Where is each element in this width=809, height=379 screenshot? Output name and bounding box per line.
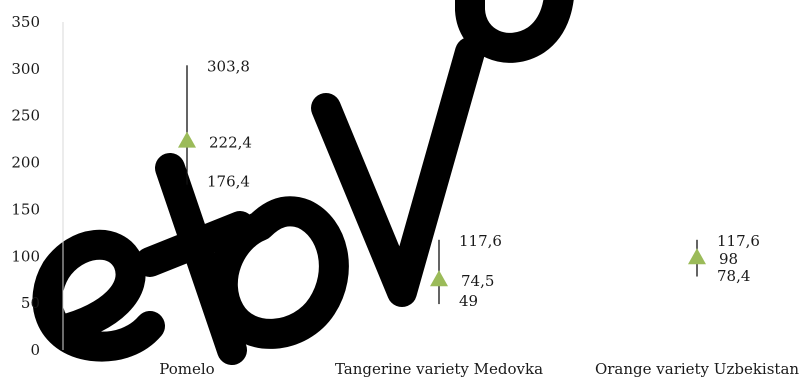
low-value-label: 78,4 (717, 267, 750, 285)
triangle-marker (688, 248, 706, 265)
mean-value-label: 98 (719, 250, 738, 268)
low-value-label: 176,4 (207, 173, 250, 191)
y-tick-label: 150 (11, 200, 40, 218)
high-value-label: 117,6 (459, 232, 502, 250)
y-tick-label: 350 (11, 13, 40, 31)
triangle-marker (430, 270, 448, 287)
watermark-letter-v (311, 37, 485, 307)
y-tick-label: 50 (21, 294, 40, 312)
y-tick-label: 0 (30, 341, 40, 359)
mean-value-label: 74,5 (461, 272, 494, 290)
high-value-label: 117,6 (717, 232, 760, 250)
low-value-label: 49 (459, 292, 478, 310)
x-category-label: Pomelo (159, 360, 214, 378)
mean-value-label: 222,4 (209, 134, 252, 152)
watermark-letter-e (32, 229, 165, 362)
watermark-letter-u (455, 0, 574, 63)
watermark-letter-o (207, 196, 349, 349)
y-tick-label: 300 (11, 60, 40, 78)
y-tick-label: 100 (11, 247, 40, 265)
y-tick-label: 200 (11, 154, 40, 172)
triangle-marker (178, 131, 196, 148)
x-category-label: Tangerine variety Medovka (335, 360, 543, 378)
y-tick-label: 250 (11, 107, 40, 125)
x-axis: Pomelo Tangerine variety Medovka Orange va… (159, 360, 799, 378)
y-axis: 0 50 100 150 200 250 300 350 (11, 13, 64, 359)
x-category-label: Orange variety Uzbekistan (595, 360, 799, 378)
watermark (32, 0, 574, 365)
high-value-label: 303,8 (207, 57, 250, 75)
